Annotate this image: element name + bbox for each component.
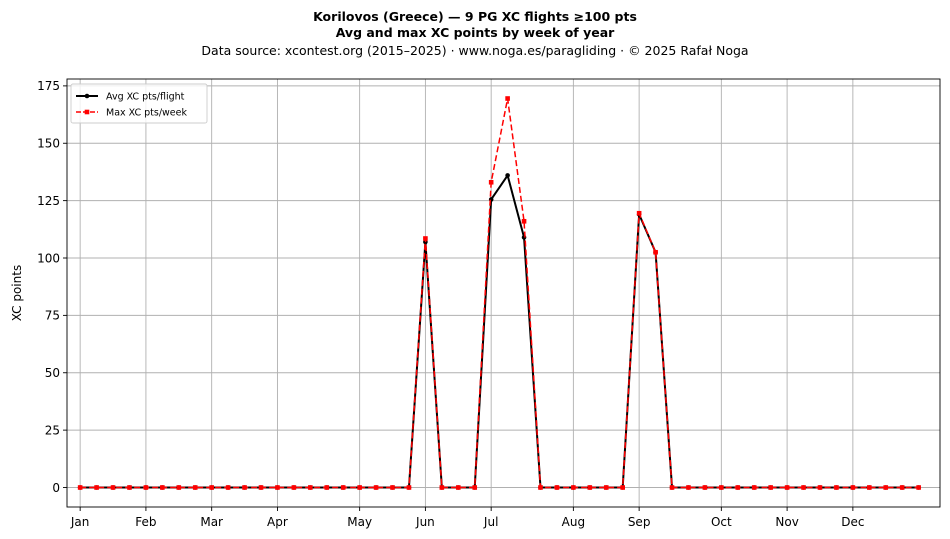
y-tick-label: 0 [52,481,60,495]
x-tick-label: Nov [775,515,798,529]
data-point [867,485,872,490]
x-tick-label: Sep [628,515,651,529]
series-layer [77,96,921,490]
legend-marker [84,93,90,99]
data-point [357,485,362,490]
data-point [505,173,510,178]
y-tick-label: 125 [37,194,60,208]
data-point [423,236,428,241]
y-tick-label: 150 [37,137,60,151]
data-point [455,485,461,490]
data-point [275,485,280,490]
data-point [751,485,757,490]
data-point [735,485,741,490]
data-point [209,485,214,490]
data-point [603,485,609,490]
data-point [521,218,527,224]
data-point [143,485,149,490]
series-avg [77,173,921,490]
data-point [554,485,560,490]
data-point [94,485,99,490]
x-tick-label: Apr [267,515,288,529]
x-tick-label: Feb [135,515,156,529]
data-point [160,485,165,490]
data-point [916,485,921,490]
data-point [373,485,379,490]
data-point [406,485,412,490]
y-tick-label: 75 [45,309,60,323]
data-point [768,485,773,490]
data-point [472,485,478,490]
data-point [587,485,593,490]
data-point [308,485,313,490]
grid [67,79,940,507]
data-point [850,485,856,490]
data-point [242,485,247,490]
data-point [571,485,576,490]
legend-box [70,83,208,124]
data-point [324,485,330,490]
data-point [883,485,889,490]
series-line [80,174,919,489]
data-point [801,485,806,490]
data-point [669,485,675,490]
legend-label: Max XC pts/week [106,107,187,118]
data-point [686,485,691,490]
data-point [390,485,395,490]
data-point [291,485,297,490]
legend-marker [84,109,90,115]
data-point [538,485,543,490]
data-point [719,485,724,490]
series-line [80,97,919,489]
data-point [340,485,346,490]
legend-label: Avg XC pts/flight [106,91,185,102]
data-point [653,249,658,255]
data-point [127,485,132,490]
data-point [834,485,839,490]
data-point [77,485,83,490]
x-tick-label: Aug [562,515,585,529]
y-tick-label: 175 [37,79,60,93]
data-point [110,485,116,490]
data-point [505,96,510,101]
data-point [225,485,231,490]
y-axis-label: XC points [10,265,24,321]
series-max [77,96,921,490]
x-tick-label: May [347,515,372,529]
data-point [192,485,198,490]
x-tick-label: Oct [711,515,732,529]
data-point [817,485,823,490]
x-tick-label: Jun [415,515,435,529]
data-point [702,485,708,490]
y-tick-label: 100 [37,251,60,265]
x-tick-label: Dec [841,515,864,529]
data-point [488,179,494,185]
data-point [439,485,445,490]
data-point [899,485,905,490]
x-tick-label: Jan [70,515,90,529]
y-tick-label: 25 [45,423,60,437]
data-point [620,485,625,490]
chart-source-line: Data source: xcontest.org (2015–2025) · … [201,43,748,58]
data-point [636,210,642,216]
data-point [176,485,182,490]
legend: Avg XC pts/flight Max XC pts/week [70,83,208,124]
plot-frame [66,78,941,508]
chart-title: Korilovos (Greece) — 9 PG XC flights ≥10… [313,9,637,24]
y-tick-label: 50 [45,366,60,380]
x-tick-label: Jul [483,515,498,529]
x-tick-label: Mar [200,515,223,529]
data-point [784,485,790,490]
chart-subtitle: Avg and max XC points by week of year [336,25,615,40]
axis-ticks: 0 25 50 75 100 125 150 175 Jan Feb Mar Apr May Jun Jul… [37,79,864,529]
data-point [258,485,264,490]
